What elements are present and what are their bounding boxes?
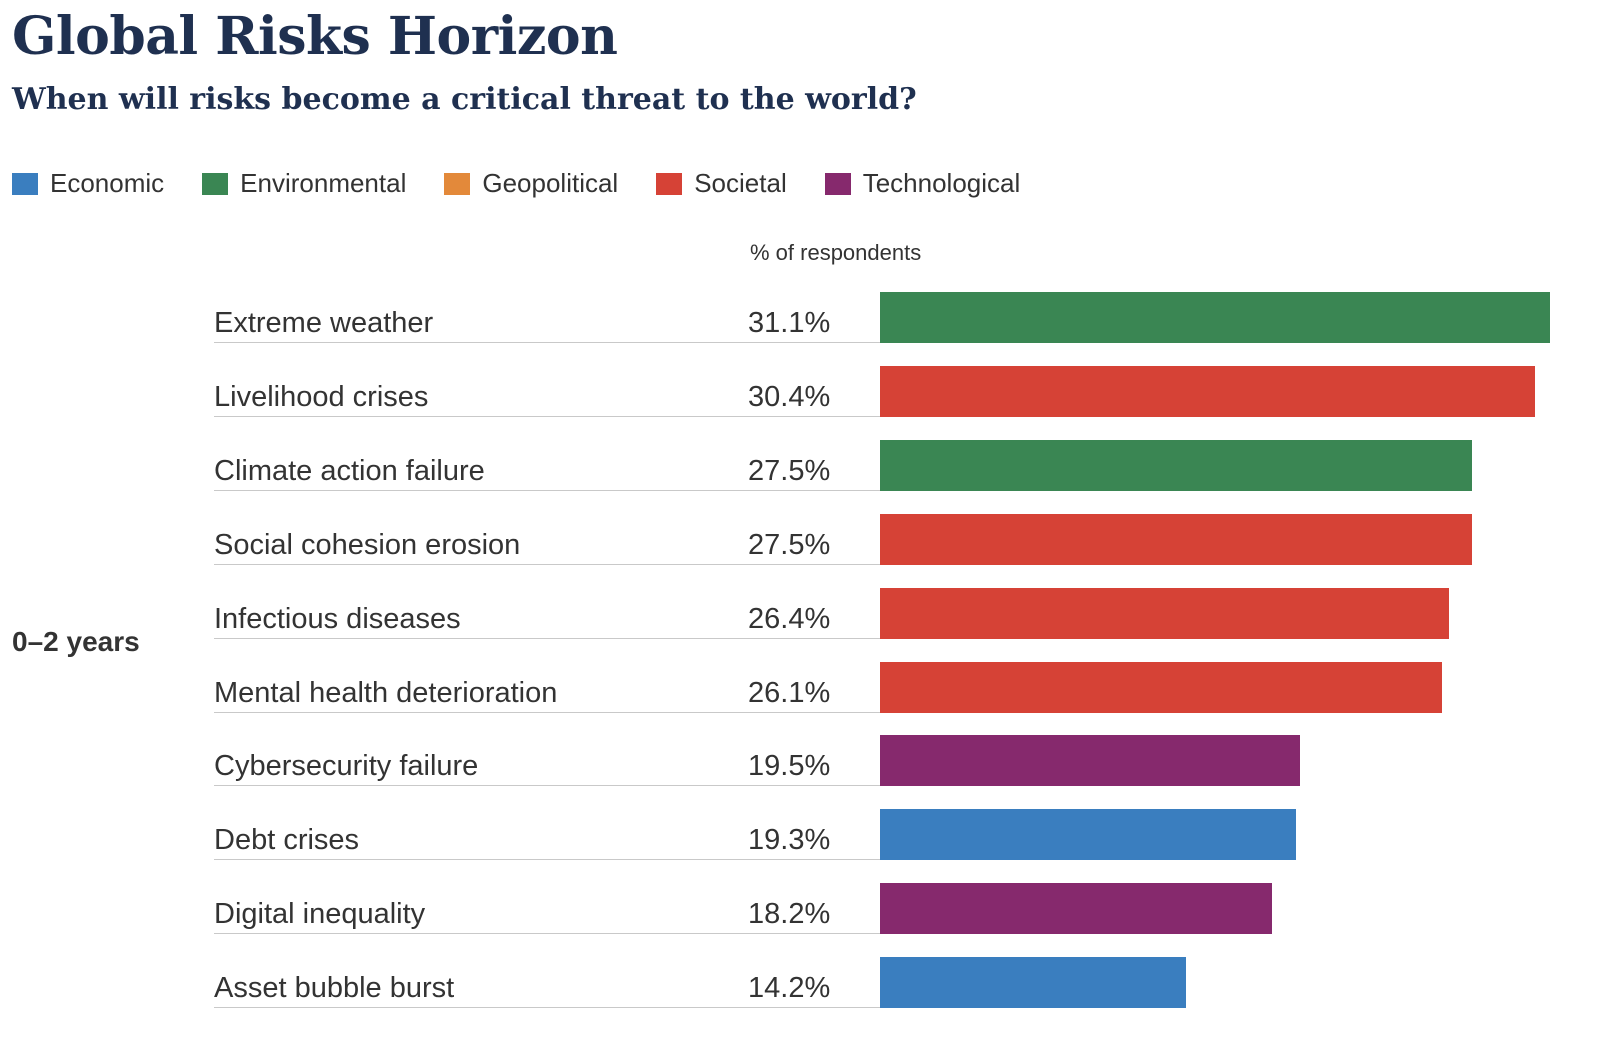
legend-label: Societal	[694, 168, 787, 198]
table-row: Debt crises 19.3%	[0, 786, 1610, 861]
row-divider	[214, 489, 880, 491]
table-row: Infectious diseases 26.4%	[0, 565, 1610, 639]
legend-swatch	[12, 172, 38, 195]
table-row: Climate action failure 27.5%	[0, 417, 1610, 491]
bar	[880, 292, 1550, 343]
legend-item-economic: Economic	[12, 168, 164, 199]
legend-item-environmental: Environmental	[202, 168, 406, 199]
category-label: Asset bubble burst	[214, 972, 455, 1005]
bar	[880, 661, 1443, 713]
legend: Economic Environmental Geopolitical Societa…	[12, 168, 1058, 199]
category-label: Extreme weather	[214, 307, 434, 339]
group-label: 0–2 years	[12, 626, 140, 657]
table-row: Social cohesion erosion 27.5%	[0, 491, 1610, 565]
row-divider	[214, 933, 880, 935]
bar	[880, 809, 1296, 861]
row-divider	[214, 415, 880, 417]
legend-swatch	[656, 172, 683, 195]
value-label: 27.5%	[748, 528, 831, 561]
bar	[880, 587, 1449, 639]
value-label: 27.5%	[748, 454, 831, 487]
legend-item-geopolitical: Geopolitical	[444, 168, 618, 199]
category-label: Cybersecurity failure	[214, 750, 479, 783]
value-label: 19.3%	[748, 824, 831, 857]
category-label: Livelihood crises	[214, 380, 429, 413]
row-divider	[214, 711, 880, 713]
row-divider	[214, 637, 880, 639]
row-divider	[214, 785, 880, 787]
legend-swatch	[202, 172, 229, 195]
row-divider	[214, 342, 880, 343]
row-divider	[214, 563, 880, 565]
table-row: Mental health deterioration 26.1%	[0, 639, 1610, 713]
row-divider	[214, 859, 880, 861]
table-row: Asset bubble burst 14.2%	[0, 934, 1610, 1009]
value-label: 19.5%	[748, 750, 831, 783]
category-label: Digital inequality	[214, 898, 426, 931]
bar	[880, 883, 1273, 935]
category-label: Debt crises	[214, 824, 360, 857]
legend-label: Environmental	[240, 168, 407, 198]
value-label: 26.4%	[748, 602, 831, 635]
category-label: Infectious diseases	[214, 602, 461, 635]
category-label: Climate action failure	[214, 454, 485, 487]
category-label: Social cohesion erosion	[214, 528, 521, 561]
bar	[880, 365, 1535, 417]
category-label: Mental health deterioration	[214, 676, 558, 709]
legend-item-societal: Societal	[656, 168, 787, 199]
table-row: Livelihood crises 30.4%	[0, 343, 1610, 417]
bar	[880, 439, 1473, 491]
legend-swatch	[824, 172, 851, 195]
table-row: Digital inequality 18.2%	[0, 860, 1610, 935]
chart-subtitle: When will risks become a critical threat…	[12, 82, 917, 117]
value-label: 18.2%	[748, 898, 831, 931]
legend-label: Geopolitical	[482, 168, 619, 198]
table-row: Extreme weather 31.1%	[0, 269, 1610, 343]
chart-title: Global Risks Horizon	[12, 6, 618, 67]
value-label: 14.2%	[748, 972, 831, 1005]
legend-label: Technological	[862, 168, 1021, 198]
table-row: Cybersecurity failure 19.5%	[0, 712, 1610, 787]
value-label: 31.1%	[748, 307, 831, 339]
legend-label: Economic	[50, 168, 165, 198]
legend-swatch	[444, 172, 471, 195]
bar	[880, 957, 1186, 1009]
legend-item-technological: Technological	[824, 168, 1021, 199]
bar	[880, 735, 1301, 787]
value-label: 26.1%	[748, 676, 831, 709]
axis-label: % of respondents	[750, 240, 922, 265]
value-label: 30.4%	[748, 380, 831, 413]
bar	[880, 513, 1473, 565]
row-divider	[214, 1007, 880, 1009]
